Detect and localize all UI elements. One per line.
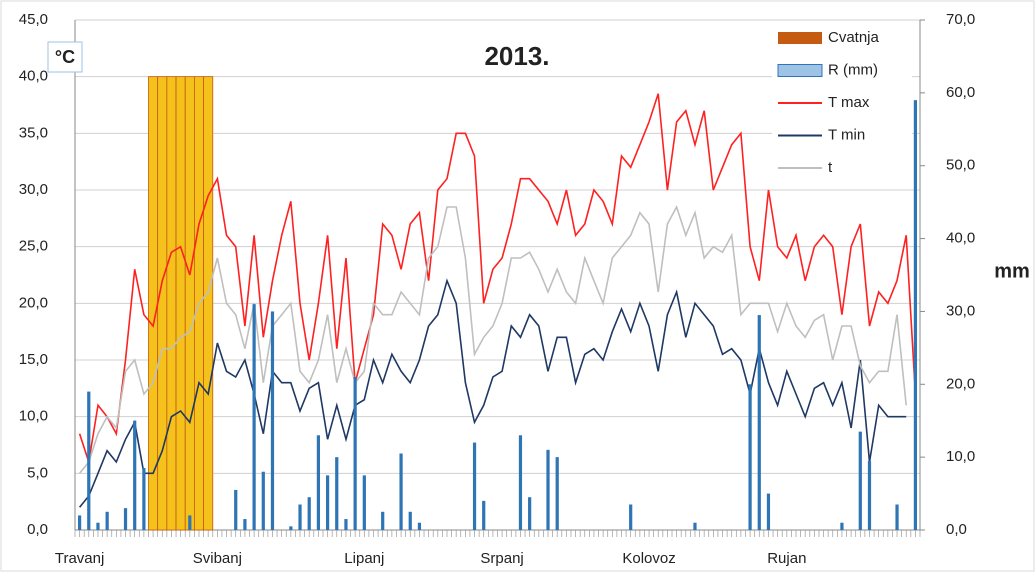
y2-tick-label: 10,0 [946,448,975,465]
rain-bar [867,460,872,530]
rain-bar [307,497,311,530]
x-tick-label: Kolovoz [622,550,675,567]
rain-bar [96,522,100,530]
rain-bar [381,511,385,530]
rain-bar [188,515,192,530]
rain-bar [77,515,82,530]
y2-tick-label: 20,0 [946,375,975,392]
line-series [78,278,907,508]
rain-bar [261,471,265,530]
rain-bar [629,504,633,530]
bloom-bar [175,76,186,531]
y-tick-label: 30,0 [19,181,48,198]
legend-label: Cvatnja [828,29,880,46]
legend-label: t [828,159,833,176]
rain-bar [472,442,477,530]
y2-tick-label: 40,0 [946,230,975,247]
bloom-bar [184,76,195,531]
x-tick-label: Srpanj [480,550,523,567]
rain-bar [528,497,532,530]
rain-bar [546,449,550,530]
rain-bar [858,431,862,530]
rain-bar [335,457,339,530]
rain-bar [105,511,109,530]
y-tick-label: 40,0 [19,68,48,85]
rain-bar [133,420,137,530]
rain-bar [353,377,357,530]
rain-bar [142,468,146,530]
x-tick-label: Travanj [55,550,104,567]
rain-bar [748,384,752,530]
rain-bar [234,489,238,530]
legend: Cvatnja R (mm) T max T min t [772,22,912,187]
bloom-bar [148,76,159,531]
y2-tick-label: 60,0 [946,84,975,101]
y-tick-label: 0,0 [27,521,48,538]
rain-bar [757,315,761,530]
rain-bar [289,526,293,530]
rain-bar [840,522,844,530]
y-tick-label: 45,0 [19,11,48,28]
rain-bar [518,435,523,530]
bloom-bar [157,76,168,531]
rain-bar [895,504,899,530]
legend-swatch [777,64,823,77]
x-tick-label: Lipanj [344,550,384,567]
y-tick-label: 35,0 [19,124,48,141]
rain-bar [87,391,91,530]
y-tick-label: 20,0 [19,294,48,311]
legend-label: R (mm) [828,61,878,78]
y-tick-label: 10,0 [19,408,48,425]
bloom-bar [203,76,214,531]
rain-bar [417,522,422,530]
y2-tick-label: 70,0 [946,11,975,28]
legend-swatch [778,32,822,44]
x-tick-label: Svibanj [193,550,242,567]
y-tick-label: 25,0 [19,238,48,255]
rain-bar [399,453,403,530]
rain-bar [693,522,697,530]
legend-label: T max [828,94,870,111]
rain-bar [362,475,366,530]
legend-label: T min [828,126,865,143]
y2-tick-label: 0,0 [946,521,967,538]
y2-axis-label: mm [994,260,1030,282]
unit-box [47,41,83,73]
y-tick-label: 15,0 [19,351,48,368]
rain-bar [298,504,302,530]
rain-bar [555,457,559,530]
rain-bar [316,435,321,530]
y2-tick-label: 50,0 [946,157,975,174]
bloom-bar [166,76,177,531]
rain-bar [243,519,247,530]
rain-bar [123,508,128,530]
rain-bar [913,100,918,531]
x-tick-label: Rujan [767,550,806,567]
rain-bar [252,304,256,530]
rain-bar [344,519,348,530]
rain-bar [270,311,275,530]
legend-background [772,22,912,187]
chart-title: 2013. [484,41,549,71]
y2-tick-label: 30,0 [946,302,975,319]
line-series [78,204,907,474]
rain-bar [766,493,771,530]
rain-bar [482,500,486,530]
y-tick-label: 5,0 [27,464,48,481]
y-axis-label: °C [55,47,75,67]
rain-bar [325,475,330,530]
line-series [78,93,917,463]
rain-bar [408,511,412,530]
